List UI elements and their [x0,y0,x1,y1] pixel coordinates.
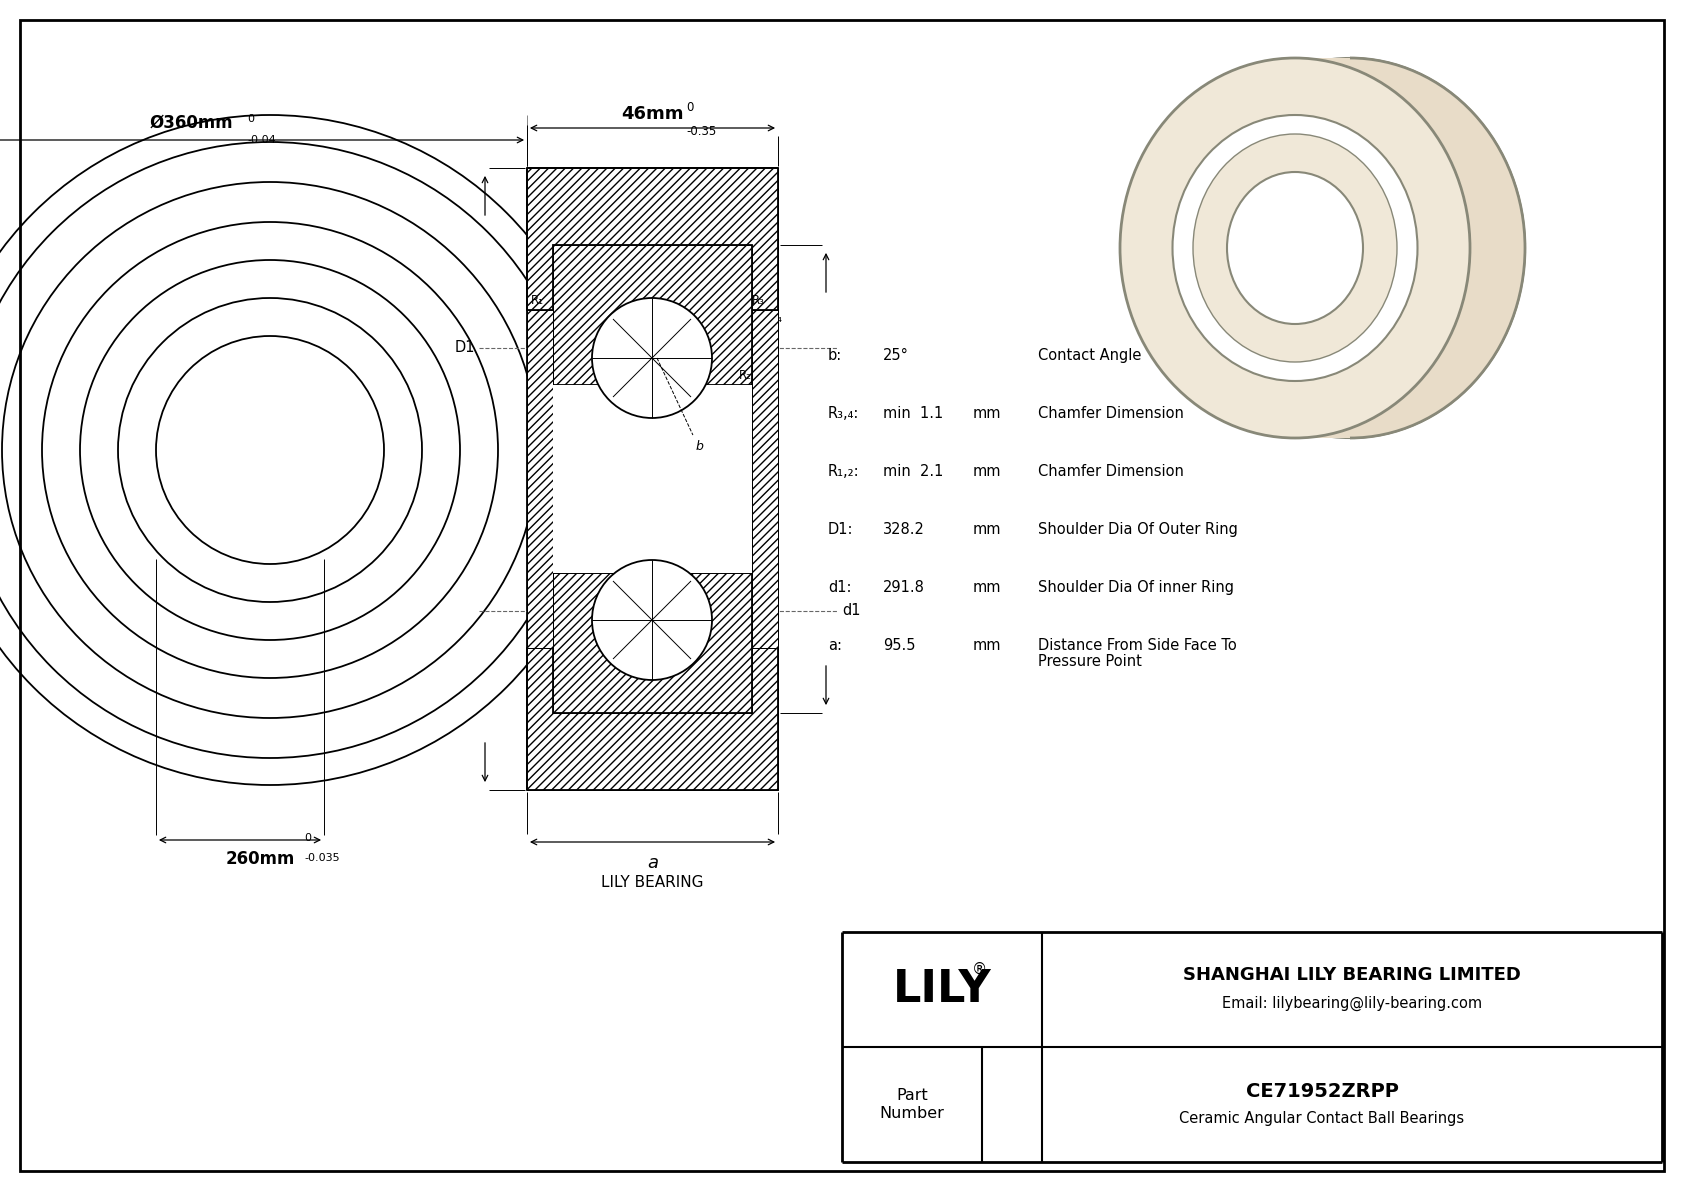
Text: R₃: R₃ [753,294,765,307]
Text: mm: mm [973,464,1002,479]
Text: -0.04: -0.04 [248,135,276,145]
Ellipse shape [1120,58,1470,438]
Circle shape [593,560,712,680]
Circle shape [593,298,712,418]
Text: -0.035: -0.035 [305,853,340,863]
Polygon shape [527,168,778,310]
Text: Chamfer Dimension: Chamfer Dimension [1037,464,1184,479]
Polygon shape [527,310,552,648]
Text: -0.35: -0.35 [687,125,717,138]
Text: R₁: R₁ [739,387,753,400]
Text: Shoulder Dia Of inner Ring: Shoulder Dia Of inner Ring [1037,580,1234,596]
Text: Part
Number: Part Number [879,1089,945,1121]
Text: 291.8: 291.8 [882,580,925,596]
Ellipse shape [1175,58,1526,438]
Text: CE71952ZRPP: CE71952ZRPP [1246,1081,1398,1100]
Ellipse shape [1172,116,1418,381]
Polygon shape [552,385,753,573]
Text: R₁,₂:: R₁,₂: [829,464,859,479]
Text: a: a [647,854,658,872]
Polygon shape [527,310,778,648]
Polygon shape [552,573,753,713]
Text: LILY: LILY [893,968,992,1011]
Text: R₁: R₁ [530,387,544,400]
Text: Shoulder Dia Of Outer Ring: Shoulder Dia Of Outer Ring [1037,522,1238,537]
Polygon shape [1295,172,1418,324]
Text: 0: 0 [687,101,694,114]
Text: SHANGHAI LILY BEARING LIMITED: SHANGHAI LILY BEARING LIMITED [1184,966,1521,984]
Text: 328.2: 328.2 [882,522,925,537]
Text: D1: D1 [455,339,475,355]
Polygon shape [1295,58,1526,438]
Ellipse shape [1282,172,1418,324]
Text: mm: mm [973,522,1002,537]
Text: R₁: R₁ [530,294,544,307]
Text: b: b [695,439,704,453]
Text: ®: ® [972,962,987,977]
Text: 260mm: 260mm [226,850,295,868]
Polygon shape [552,245,753,385]
Text: R₄: R₄ [770,312,783,325]
Text: mm: mm [973,638,1002,653]
Text: R₂: R₂ [530,369,544,382]
Text: Ø360mm: Ø360mm [150,114,232,132]
Text: Ceramic Angular Contact Ball Bearings: Ceramic Angular Contact Ball Bearings [1179,1111,1465,1125]
Text: Chamfer Dimension: Chamfer Dimension [1037,406,1184,420]
Text: d1:: d1: [829,580,852,596]
Text: Email: lilybearing@lily-bearing.com: Email: lilybearing@lily-bearing.com [1223,996,1482,1011]
Text: b:: b: [829,348,842,363]
Text: D1:: D1: [829,522,854,537]
Ellipse shape [1228,172,1362,324]
Text: Distance From Side Face To: Distance From Side Face To [1037,638,1236,653]
Text: min  1.1: min 1.1 [882,406,943,420]
Text: R₂: R₂ [530,312,544,325]
Text: d1: d1 [842,603,861,618]
Text: a:: a: [829,638,842,653]
Text: LILY BEARING: LILY BEARING [601,875,704,890]
Text: R₃,₄:: R₃,₄: [829,406,859,420]
Polygon shape [753,310,778,648]
Text: mm: mm [973,406,1002,420]
Text: 0: 0 [305,833,312,843]
Text: 25°: 25° [882,348,909,363]
Text: min  2.1: min 2.1 [882,464,943,479]
Text: Contact Angle: Contact Angle [1037,348,1142,363]
Text: 95.5: 95.5 [882,638,916,653]
Text: 0: 0 [248,114,254,124]
Text: Pressure Point: Pressure Point [1037,654,1142,669]
Polygon shape [527,648,778,790]
Text: mm: mm [973,580,1002,596]
Text: 46mm: 46mm [621,105,684,123]
Ellipse shape [1192,135,1398,362]
Text: R₂: R₂ [739,369,753,382]
